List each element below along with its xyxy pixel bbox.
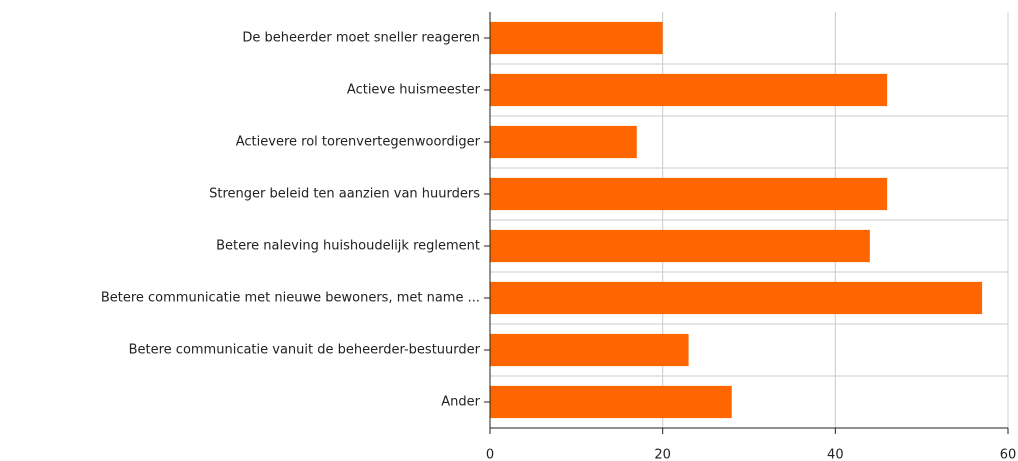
x-tick-label: 20: [654, 448, 671, 461]
x-tick-label: 60: [1000, 448, 1017, 461]
y-tick-label: Actieve huismeester: [347, 83, 481, 98]
x-tick-label: 40: [827, 448, 844, 461]
x-tick-label: 0: [486, 448, 494, 461]
y-tick-label: Strenger beleid ten aanzien van huurders: [209, 187, 480, 202]
bar: [490, 333, 689, 367]
bar: [490, 21, 663, 55]
bar: [490, 281, 983, 315]
bar: [490, 229, 870, 263]
bar: [490, 125, 637, 159]
y-tick-label: Ander: [441, 395, 480, 410]
y-tick-label: Betere communicatie met nieuwe bewoners,…: [101, 291, 480, 306]
y-tick-label: Actievere rol torenvertegenwoordiger: [236, 135, 481, 150]
y-tick-label: Betere naleving huishoudelijk reglement: [216, 239, 480, 254]
y-tick-label: Betere communicatie vanuit de beheerder-…: [129, 343, 481, 358]
bar: [490, 73, 888, 107]
bar: [490, 177, 888, 211]
bar: [490, 385, 732, 419]
y-tick-label: De beheerder moet sneller reageren: [242, 31, 480, 46]
